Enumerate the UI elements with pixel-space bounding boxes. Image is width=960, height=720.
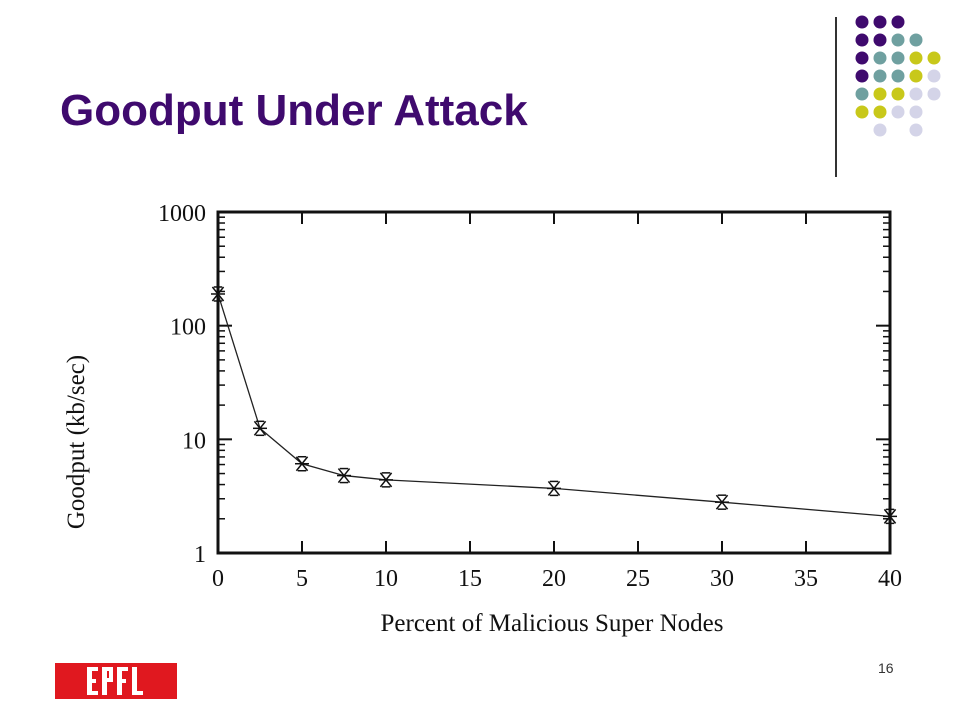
- decor-dot: [909, 51, 923, 65]
- decor-dot: [927, 87, 941, 101]
- y-tick-label: 100: [170, 315, 206, 341]
- data-point: [253, 420, 267, 437]
- data-point: [211, 286, 225, 302]
- data-point: [337, 467, 351, 484]
- decor-dot: [909, 33, 923, 47]
- decor-dot: [909, 123, 923, 137]
- decor-dot: [909, 105, 923, 119]
- x-tick-label: 5: [296, 566, 308, 592]
- decor-dot: [891, 87, 905, 101]
- decor-dot: [873, 105, 887, 119]
- series-line: [217, 293, 891, 518]
- series-group: [211, 286, 897, 525]
- decor-dot: [891, 105, 905, 119]
- slide-title: Goodput Under Attack: [60, 86, 528, 135]
- decor-dot: [927, 51, 941, 65]
- x-tick-label: 20: [542, 566, 566, 592]
- decor-dot: [873, 69, 887, 83]
- plot-frame: [216, 210, 892, 555]
- x-tick-label: 40: [878, 566, 902, 592]
- goodput-chart: 1 10 100 1000 0 5 10 15 20 25 30 35 40 Percent of M…: [63, 201, 902, 637]
- x-tick-label: 0: [212, 566, 224, 592]
- decor-dot: [873, 87, 887, 101]
- x-tick-label: 10: [374, 566, 398, 592]
- data-point: [883, 508, 897, 525]
- decor-dot: [873, 51, 887, 65]
- data-point: [295, 455, 309, 472]
- x-tick-label: 15: [458, 566, 482, 592]
- decor-dot: [927, 69, 941, 83]
- decor-dot: [891, 33, 905, 47]
- x-tick-label: 35: [794, 566, 818, 592]
- decorative-dot-grid: [855, 15, 941, 137]
- y-tick-label: 10: [182, 428, 206, 454]
- decor-dot: [855, 33, 869, 47]
- data-point: [715, 494, 729, 510]
- decor-dot: [909, 69, 923, 83]
- decor-dot: [855, 105, 869, 119]
- decor-dot: [855, 87, 869, 101]
- decor-dot: [909, 87, 923, 101]
- decor-dot: [855, 69, 869, 83]
- x-tick-label: 30: [710, 566, 734, 592]
- data-point: [547, 480, 561, 497]
- y-tick-label: 1: [194, 542, 206, 568]
- x-axis-label: Percent of Malicious Super Nodes: [381, 610, 724, 637]
- data-point: [379, 472, 393, 488]
- decor-dot: [873, 123, 887, 137]
- decor-dot: [891, 69, 905, 83]
- title-divider: [835, 17, 837, 177]
- y-tick-label: 1000: [158, 201, 206, 227]
- decor-dot: [873, 15, 887, 29]
- decor-dot: [891, 51, 905, 65]
- x-ticks-group: 0 5 10 15 20 25 30 35 40: [212, 212, 902, 592]
- epfl-logo-mark: [87, 667, 143, 695]
- epfl-logo: [55, 663, 177, 699]
- page-number: 16: [878, 660, 894, 676]
- x-tick-label: 25: [626, 566, 650, 592]
- decor-dot: [855, 15, 869, 29]
- decor-dot: [891, 15, 905, 29]
- y-axis-label: Goodput (kb/sec): [63, 355, 90, 529]
- decor-dot: [873, 33, 887, 47]
- chart-frame-group: [216, 210, 892, 555]
- decor-dot: [855, 51, 869, 65]
- y-ticks-group: 1 10 100 1000: [158, 201, 890, 568]
